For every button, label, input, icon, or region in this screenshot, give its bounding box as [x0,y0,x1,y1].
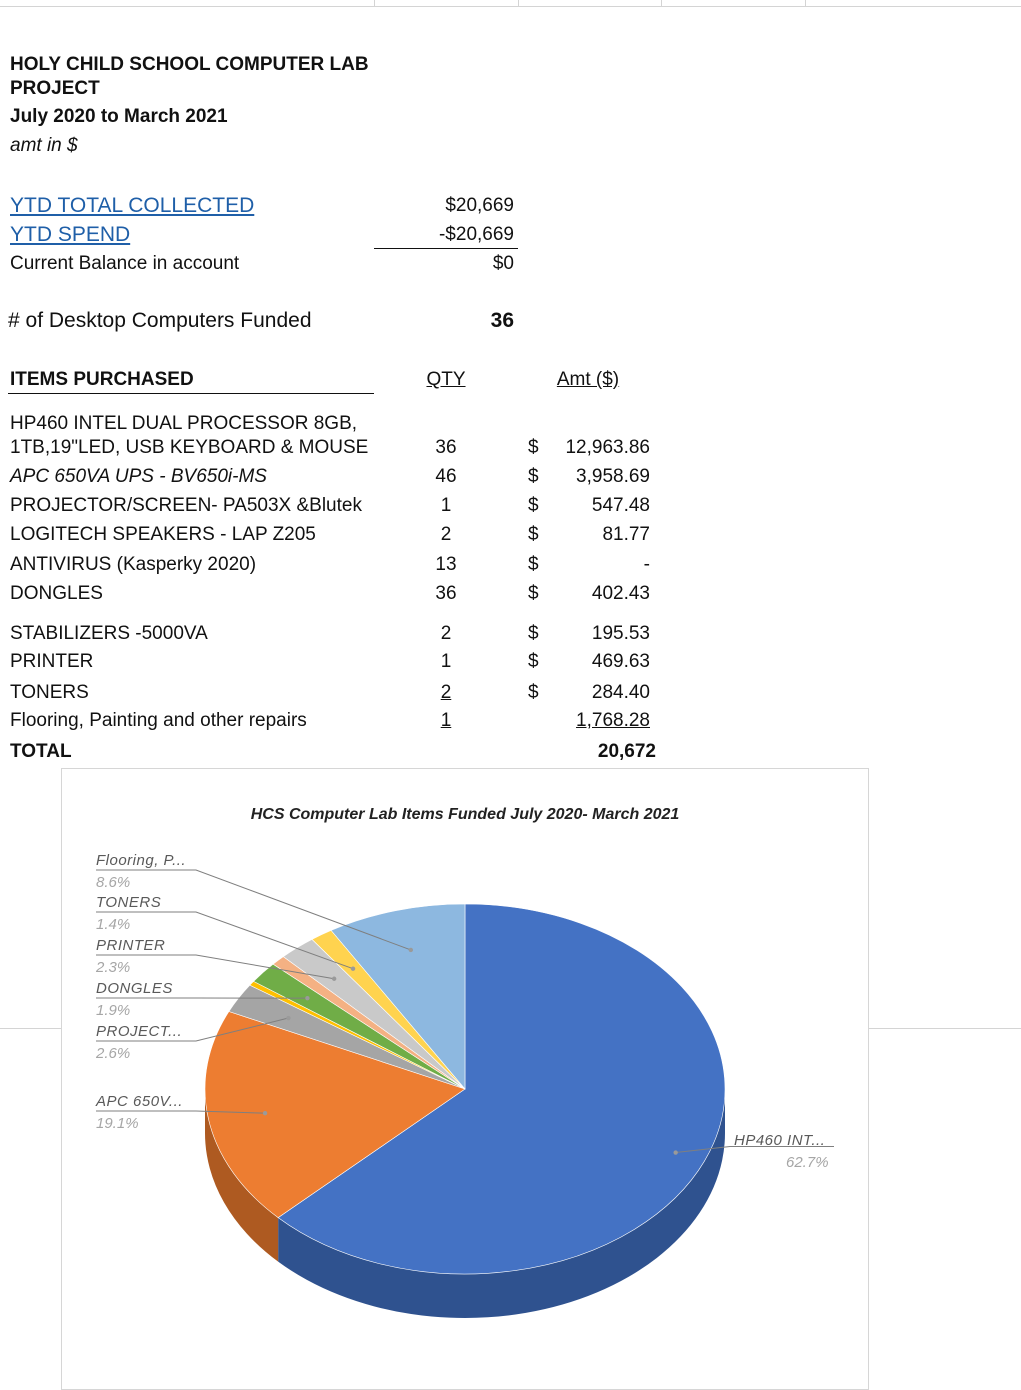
item-amount: 469.63 [540,651,650,673]
item-amount: 195.53 [540,623,650,645]
ytd-spend-link[interactable]: YTD SPEND [10,224,130,246]
leader-dot [263,1111,267,1115]
amt-header: Amt ($) [538,369,638,391]
gridline [0,1028,61,1029]
slice-label: DONGLES [96,980,173,997]
item-qty: 2 [406,524,486,546]
item-qty: 36 [406,437,486,459]
item-name: HP460 INTEL DUAL PROCESSOR 8GB, [10,413,357,435]
item-qty: 36 [406,583,486,605]
item-qty: 13 [406,554,486,576]
gridline [867,1028,1021,1029]
total-value: 20,672 [540,741,656,763]
slice-label: PRINTER [96,937,165,954]
gridline [518,0,519,7]
sheet-title-cont: PROJECT [10,78,100,100]
subtotal-rule [374,248,518,249]
gridline [374,0,375,7]
item-amount: 547.48 [540,495,650,517]
chart-title: HCS Computer Lab Items Funded July 2020-… [251,806,680,823]
slice-percent: 2.6% [95,1045,130,1062]
item-amount: 81.77 [540,524,650,546]
currency-symbol: $ [528,651,539,673]
currency-symbol: $ [528,623,539,645]
item-name: TONERS [10,682,89,704]
gridline [661,0,662,7]
item-qty: 1 [406,651,486,673]
balance-label: Current Balance in account [10,253,239,275]
currency-symbol: $ [528,682,539,704]
slice-label: PROJECT... [96,1023,182,1040]
item-name: ANTIVIRUS (Kasperky 2020) [10,554,256,576]
item-qty: 2 [406,682,486,704]
gridline [0,6,1021,7]
qty-header: QTY [406,369,486,391]
currency-symbol: $ [528,583,539,605]
slice-percent: 8.6% [96,874,130,891]
item-qty: 46 [406,466,486,488]
ytd-collected-link[interactable]: YTD TOTAL COLLECTED [10,195,254,217]
leader-dot [409,948,413,952]
sheet-units: amt in $ [10,135,78,157]
currency-symbol: $ [528,524,539,546]
leader-dot [305,996,309,1000]
currency-symbol: $ [528,495,539,517]
sheet-title: HOLY CHILD SCHOOL COMPUTER LAB [10,54,369,76]
pie-chart[interactable]: HCS Computer Lab Items Funded July 2020-… [61,768,869,1390]
total-label: TOTAL [10,741,72,763]
item-name: STABILIZERS -5000VA [10,623,208,645]
item-amount: 12,963.86 [540,437,650,459]
currency-symbol: $ [528,437,539,459]
item-amount: 402.43 [540,583,650,605]
item-amount: 3,958.69 [540,466,650,488]
ytd-spend-value: -$20,669 [374,224,514,246]
item-qty: 1 [406,710,486,732]
item-qty: 2 [406,623,486,645]
computers-funded-value: 36 [374,310,514,332]
slice-percent: 19.1% [96,1115,139,1132]
leader-dot [351,966,355,970]
item-name: LOGITECH SPEAKERS - LAP Z205 [10,524,316,546]
computers-funded-label: # of Desktop Computers Funded [8,310,312,332]
items-header-rule [8,393,374,394]
slice-label: APC 650V... [95,1093,183,1110]
item-amount: 284.40 [540,682,650,704]
balance-value: $0 [374,253,514,275]
currency-symbol: $ [528,466,539,488]
slice-label: HP460 INT... [734,1132,825,1149]
sheet-period: July 2020 to March 2021 [10,106,228,128]
slice-percent: 2.3% [95,959,130,976]
slice-percent: 1.4% [96,916,130,933]
item-name: Flooring, Painting and other repairs [10,710,307,732]
slice-percent: 62.7% [786,1154,829,1171]
currency-symbol: $ [528,554,539,576]
gridline [805,0,806,7]
item-amount: - [540,554,650,576]
item-name: DONGLES [10,583,103,605]
pie-chart-canvas: HCS Computer Lab Items Funded July 2020-… [62,769,868,1389]
item-qty: 1 [406,495,486,517]
ytd-collected-value: $20,669 [374,195,514,217]
item-name: PROJECTOR/SCREEN- PA503X &Blutek [10,495,362,517]
item-name: PRINTER [10,651,93,673]
item-amount: 1,768.28 [540,710,650,732]
leader-dot [286,1016,290,1020]
item-name: APC 650VA UPS - BV650i-MS [10,466,267,488]
slice-percent: 1.9% [96,1002,130,1019]
items-header: ITEMS PURCHASED [10,369,194,391]
slice-label: Flooring, P... [96,852,186,869]
slice-label: TONERS [96,894,161,911]
item-name-cont: 1TB,19"LED, USB KEYBOARD & MOUSE [10,437,368,459]
leader-dot [332,977,336,981]
leader-dot [673,1150,677,1154]
